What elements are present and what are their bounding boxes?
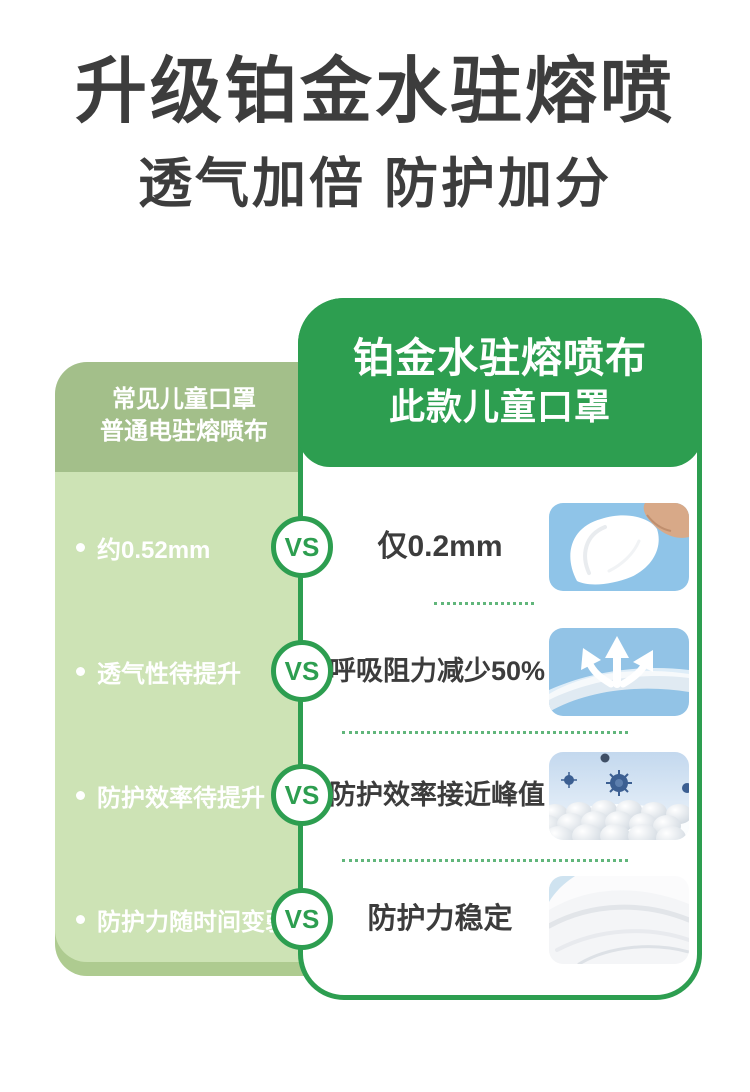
bullet-icon <box>76 914 85 924</box>
page-title: 升级铂金水驻熔喷 <box>74 52 675 132</box>
left-panel-header: 常见儿童口罩 普通电驻熔喷布 <box>55 362 313 472</box>
left-row-efficiency: 防护效率待提升 <box>76 777 306 813</box>
vs-label: VS <box>284 655 320 686</box>
left-row-breathability: 透气性待提升 <box>76 653 306 689</box>
breath-arrows-icon <box>549 628 689 716</box>
bullet-icon <box>76 666 85 676</box>
dotted-divider-3 <box>342 859 628 862</box>
left-row-label: 防护效率待提升 <box>97 784 265 812</box>
stable-fabric-icon <box>549 876 689 964</box>
left-row-thickness: 约0.52mm <box>76 529 306 565</box>
left-row-label: 透气性待提升 <box>97 660 241 688</box>
right-row-thickness-text: 仅0.2mm <box>377 530 503 563</box>
virus-particles-icon <box>549 752 689 840</box>
page-subtitle: 透气加倍 防护加分 <box>137 154 612 214</box>
bullet-icon <box>76 790 85 800</box>
dotted-divider-1 <box>434 602 534 605</box>
vs-badge-2: VS <box>271 640 333 702</box>
left-header-line2: 普通电驻熔喷布 <box>100 418 268 445</box>
right-row-durability-text: 防护力稳定 <box>367 903 513 935</box>
left-header-line1: 常见儿童口罩 <box>112 386 256 413</box>
hand-holding-fabric-image <box>549 503 689 591</box>
vs-badge-4: VS <box>271 888 333 950</box>
dotted-divider-2 <box>342 731 628 734</box>
virus-particles-image <box>549 752 689 840</box>
right-row-efficiency-text: 防护效率接近峰值 <box>329 780 545 810</box>
right-row-breathability-text: 呼吸阻力减少50% <box>328 656 546 686</box>
vs-label: VS <box>284 779 320 810</box>
hand-holding-fabric-icon <box>549 503 689 591</box>
vs-badge-3: VS <box>271 764 333 826</box>
vs-label: VS <box>284 903 320 934</box>
right-header-line2: 此款儿童口罩 <box>388 386 611 427</box>
left-row-durability: 防护力随时间变弱 <box>76 901 306 937</box>
vs-badge-1: VS <box>271 516 333 578</box>
right-header-line1: 铂金水驻熔喷布 <box>353 335 647 381</box>
left-row-label: 约0.52mm <box>97 536 211 564</box>
breath-arrows-image <box>549 628 689 716</box>
right-panel-header: 铂金水驻熔喷布 此款儿童口罩 <box>298 298 702 467</box>
stable-fabric-image <box>549 876 689 964</box>
left-panel-body <box>55 472 313 962</box>
bullet-icon <box>76 542 85 552</box>
vs-label: VS <box>284 531 320 562</box>
left-row-label: 防护力随时间变弱 <box>97 908 289 936</box>
